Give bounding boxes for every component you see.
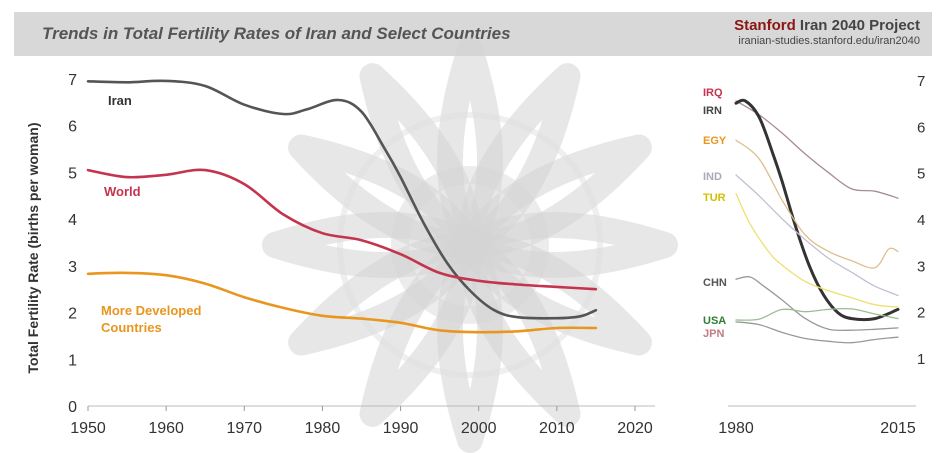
chart-title: Trends in Total Fertility Rates of Iran …: [42, 24, 511, 43]
right-y-ticks: 1 2 3 4 5 6 7: [917, 73, 925, 368]
left-y-tick-3: 3: [68, 259, 77, 276]
left-y-tick-7: 7: [68, 72, 77, 89]
left-y-ticks: 0 1 2 3 4 5 6 7: [68, 72, 77, 416]
right-series-line-tur: [735, 192, 899, 308]
right-series-line-chn: [735, 276, 899, 332]
left-y-tick-1: 1: [68, 352, 77, 369]
left-series-lines: [86, 79, 598, 334]
right-series-line-jpn: [735, 321, 899, 344]
brand-accent: Stanford: [734, 17, 796, 34]
country-label-chn: CHN: [703, 277, 727, 289]
right-series-line-ind: [735, 174, 899, 297]
country-label-egy: EGY: [703, 135, 727, 147]
right-x-tick-1980: 1980: [718, 420, 754, 437]
left-x-tick-2010: 2010: [539, 420, 575, 437]
left-x-tick-2000: 2000: [461, 420, 497, 437]
country-label-ind: IND: [703, 171, 722, 183]
right-y-tick-1: 1: [917, 351, 925, 368]
watermark-rosette: [262, 37, 678, 453]
watermark-petal: [359, 63, 483, 258]
left-y-tick-0: 0: [68, 399, 77, 416]
series-label-more-developed: More Developed Countries: [101, 303, 205, 335]
left-x-tick-1970: 1970: [226, 420, 262, 437]
country-label-irq: IRQ: [703, 87, 723, 99]
left-x-tick-2020: 2020: [617, 420, 653, 437]
right-y-tick-6: 6: [917, 119, 925, 136]
right-x-ticks: 1980 2015: [718, 420, 916, 437]
country-label-tur: TUR: [703, 192, 726, 204]
right-series-line-irq: [735, 100, 899, 199]
right-y-tick-4: 4: [917, 212, 925, 229]
left-y-tick-6: 6: [68, 119, 77, 136]
watermark-ring: [391, 166, 549, 324]
right-y-tick-5: 5: [917, 166, 925, 183]
series-line-iran: [86, 79, 598, 320]
series-label-more-developed-line1: More Developed: [101, 303, 201, 318]
right-series-line-egy: [735, 139, 899, 269]
right-x-tick-2015: 2015: [880, 420, 916, 437]
left-x-tick-1990: 1990: [383, 420, 419, 437]
right-series-line-usa: [735, 307, 899, 321]
brand-name: Stanford Iran 2040 Project: [734, 17, 920, 34]
country-label-usa: USA: [703, 315, 726, 327]
right-y-tick-7: 7: [917, 73, 925, 90]
right-series-line-irn: [734, 98, 900, 322]
right-y-tick-3: 3: [917, 258, 925, 275]
brand-url: iranian-studies.stanford.edu/iran2040: [738, 35, 920, 47]
series-label-world: World: [104, 184, 141, 199]
country-label-jpn: JPN: [703, 328, 724, 340]
right-chart: 1 2 3 4 5 6 7 1980 2015 IRQ IRN EGY IND TUR CHN USAJP…: [703, 73, 925, 437]
left-x-tick-1960: 1960: [148, 420, 184, 437]
right-series-lines: [734, 98, 900, 344]
left-y-tick-2: 2: [68, 306, 77, 323]
left-y-tick-5: 5: [68, 165, 77, 182]
watermark-outer-ring: [337, 112, 603, 378]
left-y-axis-title: Total Fertility Rate (births per woman): [25, 123, 41, 374]
left-x-tick-1980: 1980: [305, 420, 341, 437]
left-chart: 0 1 2 3 4 5 6 7 1950 1960 1970 1980 1990 2000 2010 202…: [25, 72, 655, 437]
left-y-tick-4: 4: [68, 212, 77, 229]
brand-rest: Iran 2040 Project: [795, 17, 920, 34]
country-label-irn: IRN: [703, 105, 722, 117]
series-label-more-developed-line2: Countries: [101, 320, 162, 335]
series-label-iran: Iran: [108, 93, 132, 108]
left-x-tick-1950: 1950: [70, 420, 106, 437]
series-line-world: [86, 168, 598, 291]
series-line-more-developed-countries: [86, 271, 598, 334]
left-x-ticks: 1950 1960 1970 1980 1990 2000 2010 2020: [70, 406, 653, 437]
right-y-tick-2: 2: [917, 305, 925, 322]
brand-block: Stanford Iran 2040 Project iranian-studi…: [734, 17, 920, 47]
